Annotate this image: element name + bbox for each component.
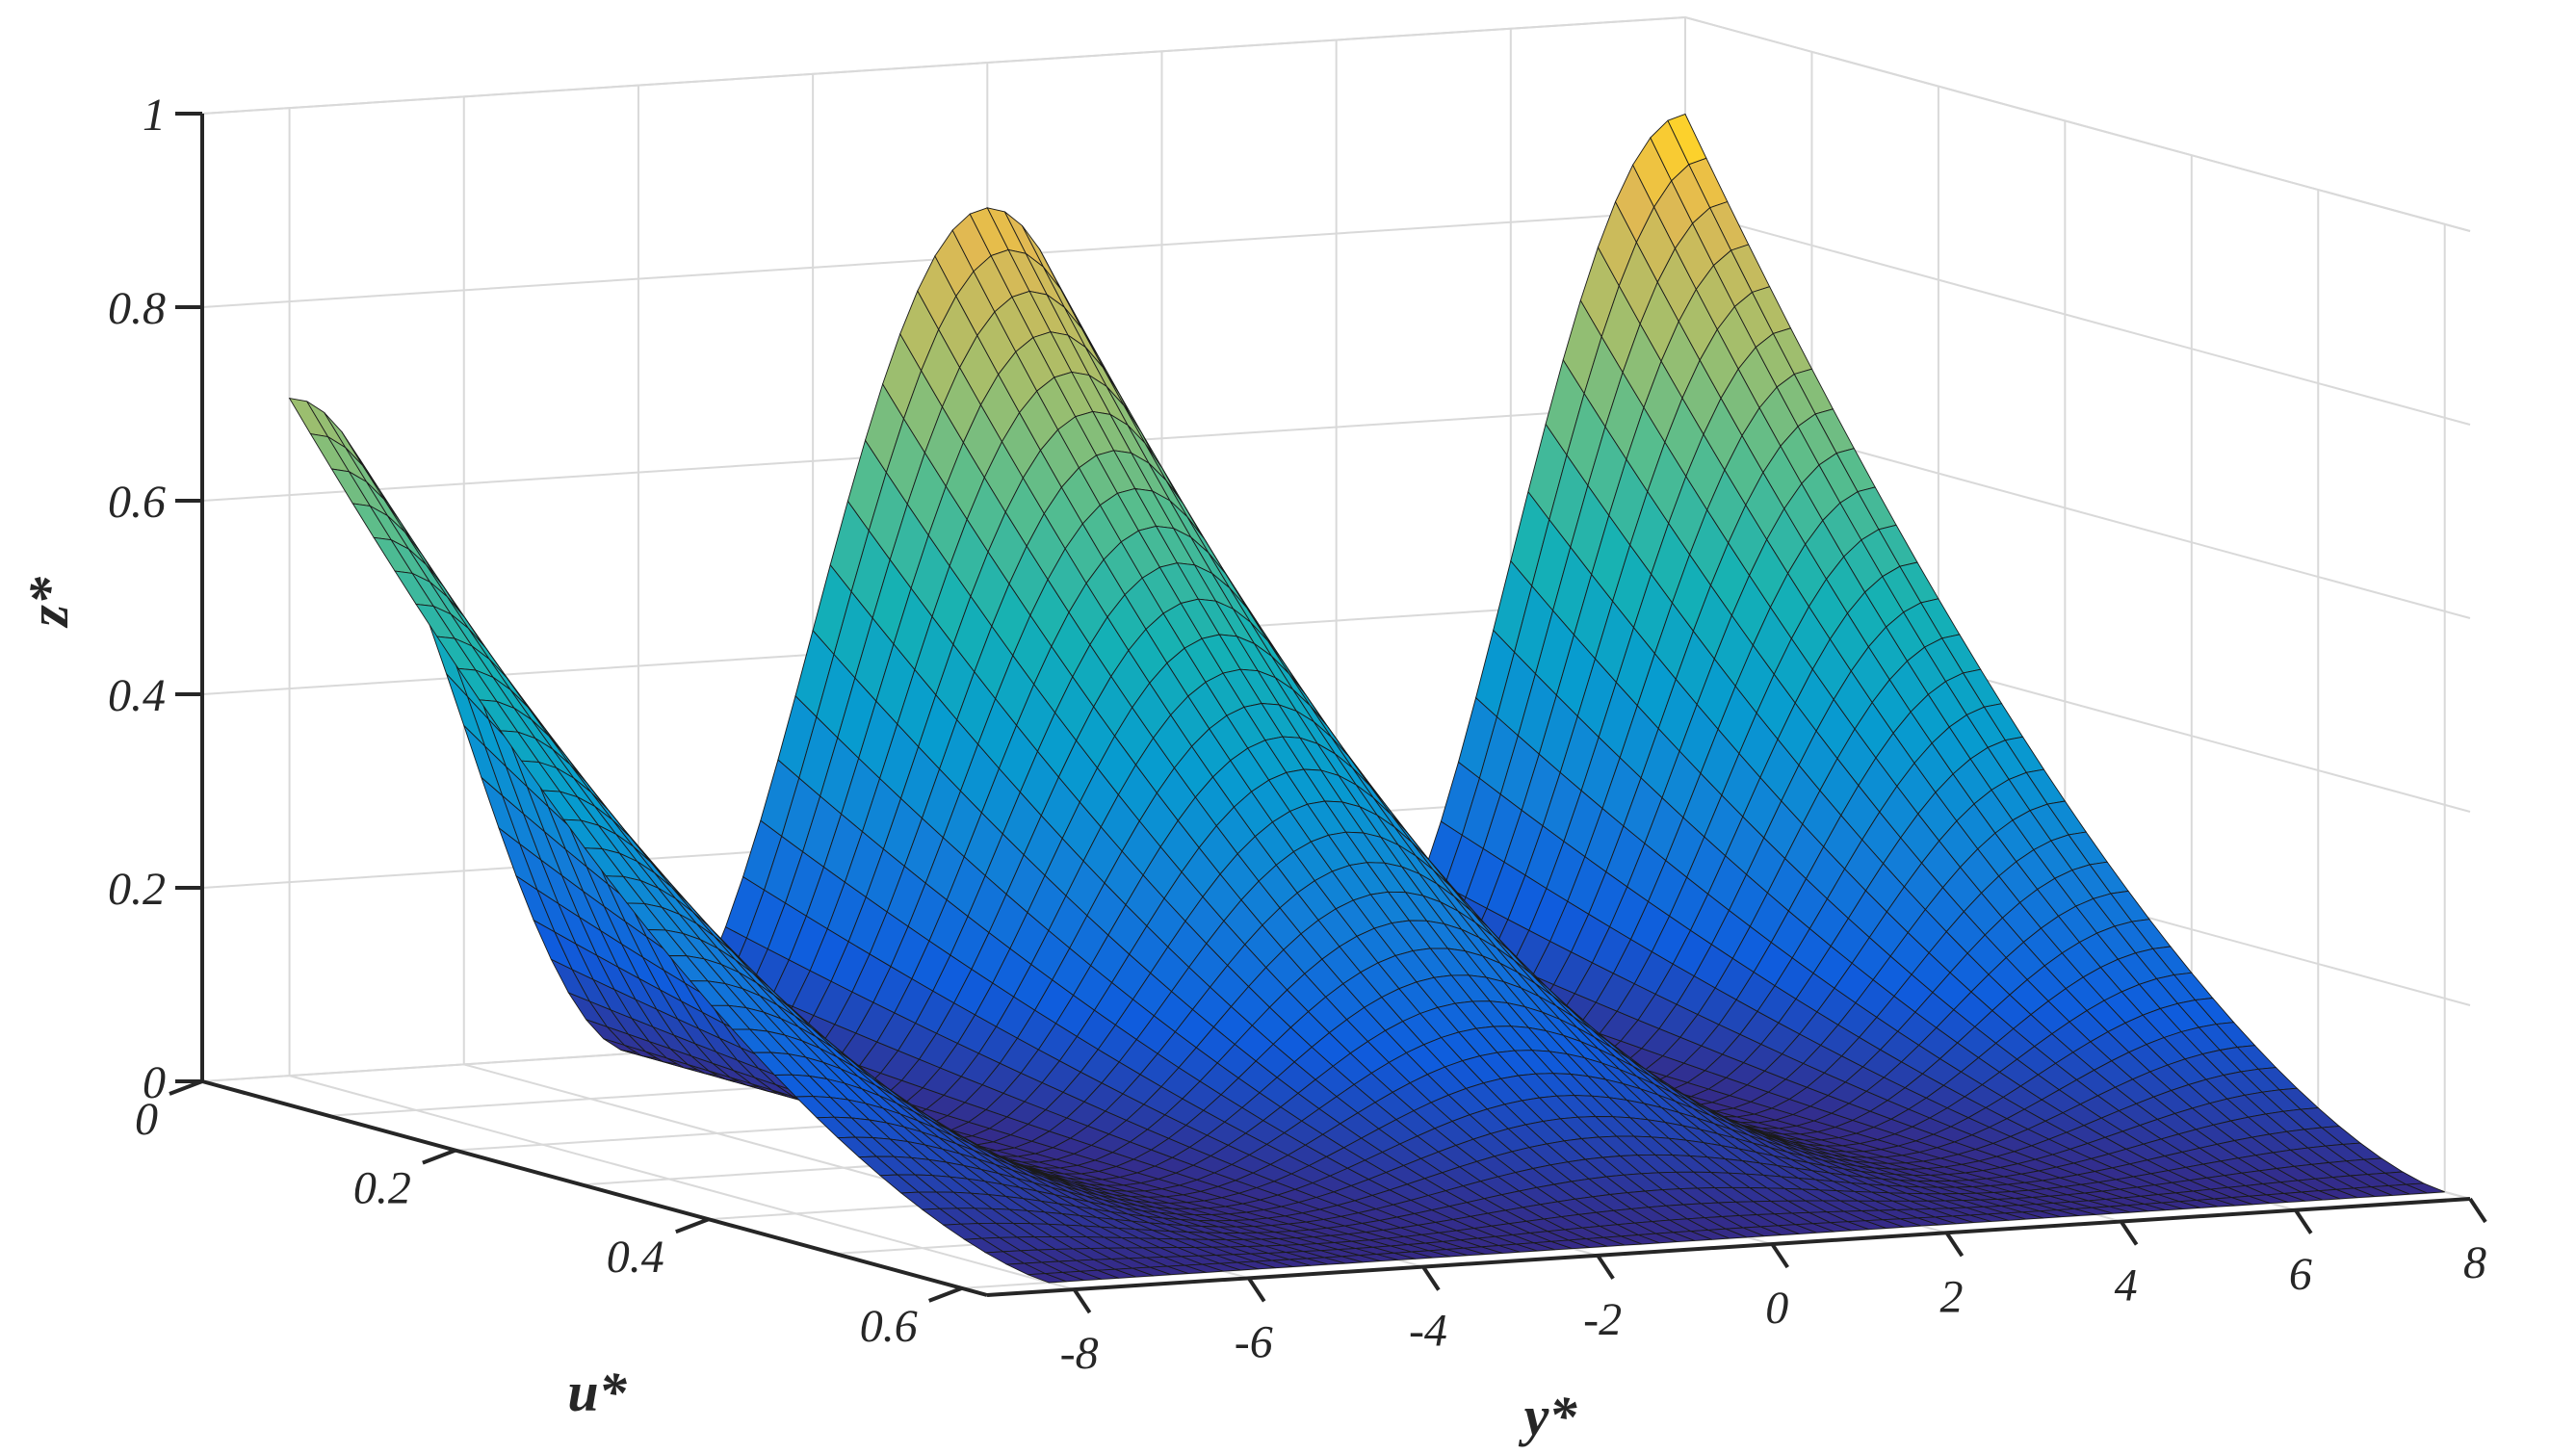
u-axis-line: [201, 1079, 988, 1297]
x-tick: [2119, 1220, 2139, 1246]
z-tick-label: 1: [143, 90, 166, 141]
x-tick: [1596, 1254, 1615, 1280]
z-tick-label: 0.8: [108, 283, 166, 334]
u-axis-title: u*: [567, 1361, 627, 1423]
surface-patch: [2406, 1182, 2445, 1194]
z-axis-title: z*: [17, 576, 80, 629]
x-tick: [1770, 1242, 1789, 1269]
x-tick: [1421, 1265, 1441, 1291]
x-tick: [2294, 1208, 2313, 1234]
u-tick-label: 0.4: [607, 1232, 664, 1283]
z-tick-label: 0.4: [108, 670, 166, 721]
x-tick-label: 8: [2463, 1237, 2486, 1288]
u-tick: [422, 1148, 456, 1165]
u-tick-label: 0.2: [353, 1163, 411, 1214]
z-tick-label: 0.6: [108, 477, 166, 528]
z-tick-label: 0: [143, 1057, 166, 1108]
u-tick: [927, 1285, 963, 1303]
x-tick: [1944, 1232, 1965, 1258]
axes: [169, 112, 2487, 1314]
x-tick: [1247, 1277, 1266, 1303]
u-tick: [675, 1217, 710, 1234]
grid-line: [289, 1075, 1075, 1291]
u-tick-label: 0.6: [860, 1301, 918, 1352]
u-tick: [169, 1079, 203, 1096]
x-tick-label: -6: [1235, 1316, 1273, 1367]
box-edge: [1684, 16, 2471, 232]
x-tick-label: 6: [2289, 1249, 2312, 1300]
y-axis-title: y*: [1519, 1385, 1578, 1447]
box-edge: [201, 16, 1686, 115]
x-tick: [2468, 1197, 2487, 1224]
tick-labels: 0 0.2 0.4 0.6 0.8 1 0 0.2 0.4 0.6 -8 -6 -4 -2 0 2 4 6 8: [108, 90, 2486, 1379]
x-tick-label: 0: [1765, 1283, 1788, 1334]
x-tick-label: -4: [1409, 1306, 1447, 1357]
z-tick-label: 0.2: [108, 864, 166, 915]
x-axis-line: [986, 1197, 2471, 1297]
x-tick: [1072, 1288, 1092, 1314]
x-tick-label: 2: [1939, 1271, 1963, 1322]
u-tick-label: 0: [135, 1094, 158, 1145]
x-tick-label: -8: [1060, 1328, 1099, 1379]
surface-mesh: [288, 113, 2445, 1284]
grid-line: [1684, 210, 2471, 426]
x-tick-label: -2: [1583, 1294, 1622, 1345]
x-tick-label: 4: [2115, 1260, 2138, 1311]
